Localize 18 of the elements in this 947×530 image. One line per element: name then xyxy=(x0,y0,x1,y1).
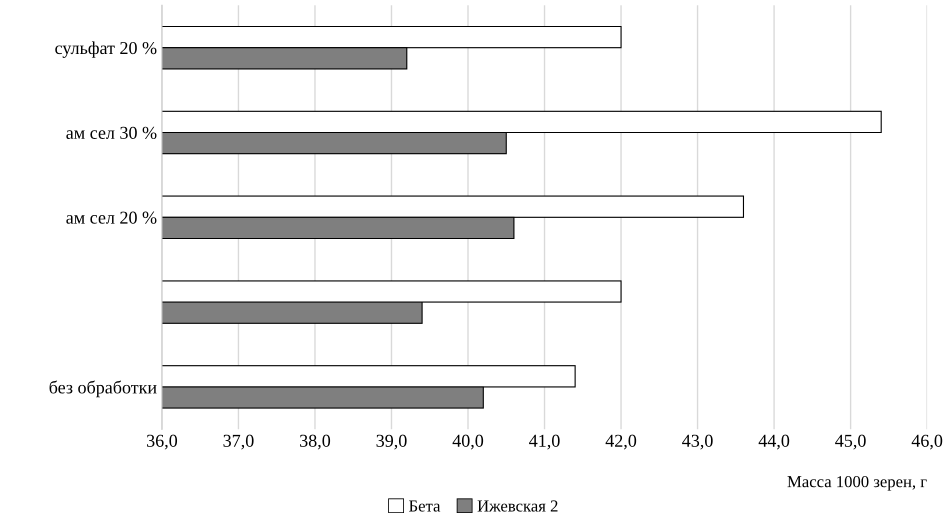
x-tick-label: 41,0 xyxy=(529,434,560,450)
x-tick-label: 45,0 xyxy=(835,434,866,450)
x-tick-label: 39,0 xyxy=(376,434,407,450)
legend-label: Бета xyxy=(409,500,440,512)
x-tick-label: 44,0 xyxy=(758,434,790,450)
x-tick-label: 43,0 xyxy=(682,434,713,450)
x-tick-label: 40,0 xyxy=(452,434,484,450)
x-tick-label: 42,0 xyxy=(606,434,636,450)
x-tick-label: 46,0 xyxy=(912,434,942,450)
x-tick-label: 37,0 xyxy=(224,434,254,450)
x-axis-title: Масса 1000 зерен, г xyxy=(788,476,927,491)
legend-label: Ижевская 2 xyxy=(478,500,558,512)
x-tick-label: 36,0 xyxy=(147,434,178,450)
y-tick-label: ам сел 20 % xyxy=(66,212,156,224)
x-tick-label: 38,0 xyxy=(300,434,330,450)
y-tick-label: сульфат 20 % xyxy=(55,41,156,58)
y-tick-label: без обработки xyxy=(50,380,157,398)
y-tick-label: ам сел 30 % xyxy=(66,126,156,139)
